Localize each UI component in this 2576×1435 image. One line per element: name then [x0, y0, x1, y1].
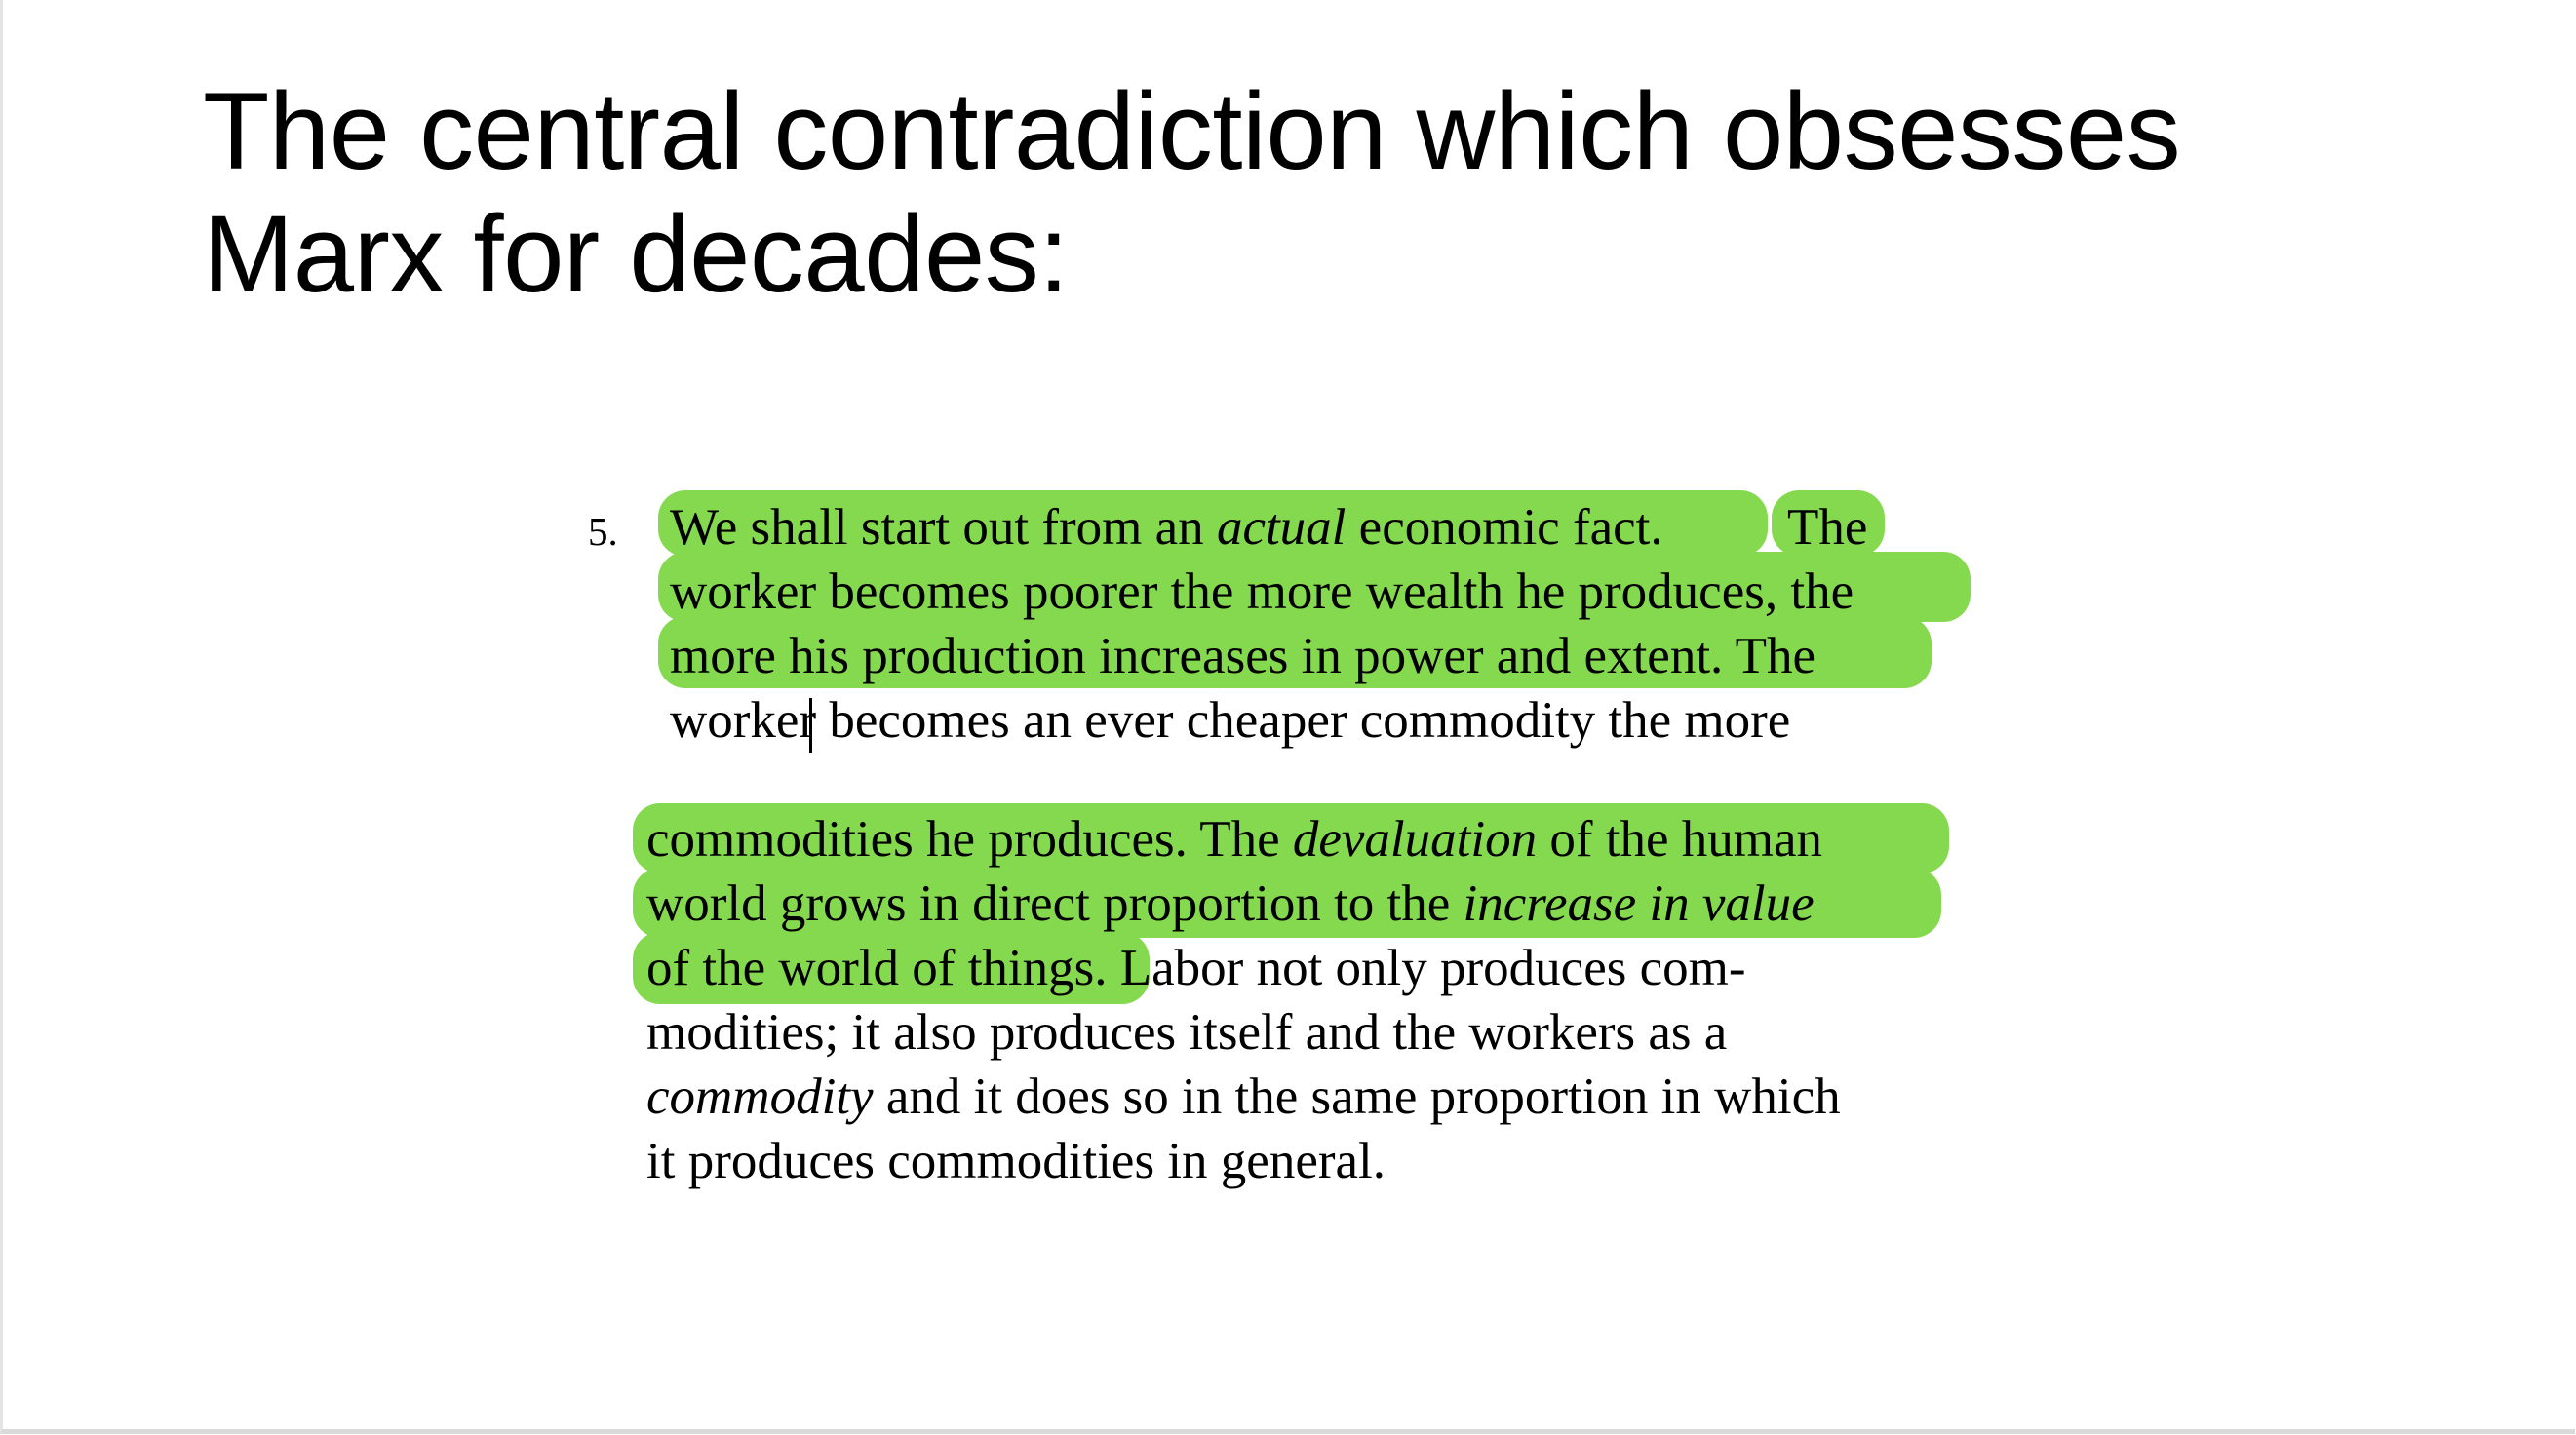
highlight-mark: [633, 803, 1949, 873]
quote-text: world grows in direct proportion to the: [646, 875, 1464, 932]
highlight-mark: [658, 616, 1932, 688]
quote-line: We shall start out from an actual econom…: [670, 495, 1663, 560]
text-cursor: [809, 698, 812, 753]
quote-text: worker becomes poorer the more wealth he…: [670, 563, 1854, 620]
quote-text: economic fact.: [1346, 499, 1663, 556]
quote-text: it produces commodities in general.: [646, 1133, 1386, 1189]
quote-line: of the world of things. Labor not only p…: [646, 936, 1746, 1000]
quote-emphasis: actual: [1216, 499, 1347, 556]
quote-emphasis: increase in value: [1463, 875, 1815, 932]
quote-text: r becomes an ever cheaper commodity the …: [799, 692, 1791, 749]
quote-line: The: [1787, 495, 1867, 560]
quote-text: of the world of things.: [646, 940, 1108, 996]
quote-line: more his production increases in power a…: [670, 624, 1815, 688]
quote-text: The: [1787, 499, 1868, 556]
highlight-mark: [658, 490, 1768, 557]
highlight-mark: [633, 868, 1941, 938]
quote-line: modities; it also produces itself and th…: [646, 1000, 1727, 1065]
slide-title: The central contradiction which obsesses…: [203, 70, 2445, 316]
quote-text: commodities he produces. The: [646, 811, 1293, 868]
quote-line: world grows in direct proportion to the …: [646, 872, 1815, 936]
quote-emphasis: commodity: [646, 1068, 874, 1125]
quote-text: more his production increases in power a…: [670, 628, 1815, 684]
list-item-number: 5.: [588, 509, 618, 554]
quote-text: Labor not only produces com-: [1107, 940, 1746, 996]
quote-line: it produces commodities in general.: [646, 1129, 1386, 1193]
quote-line: commodities he produces. The devaluation…: [646, 807, 1822, 872]
slide-title-line-2: Marx for decades:: [203, 193, 1069, 315]
highlight-mark: [658, 552, 1971, 622]
highlight-mark: [633, 932, 1150, 1004]
quote-text: of the human: [1537, 811, 1822, 868]
quote-emphasis: devaluation: [1292, 811, 1538, 868]
quote-line: commodity and it does so in the same pro…: [646, 1065, 1841, 1129]
quote-line: worker becomes poorer the more wealth he…: [670, 560, 1854, 624]
quote-text: worke: [670, 692, 800, 749]
slide-title-line-1: The central contradiction which obsesses: [203, 70, 2181, 192]
quote-text: and it does so in the same proportion in…: [873, 1068, 1841, 1125]
quote-line: worker becomes an ever cheaper commodity…: [670, 688, 1790, 753]
quote-text: We shall start out from an: [670, 499, 1217, 556]
quote-text: modities; it also produces itself and th…: [646, 1004, 1728, 1061]
highlight-mark: [1772, 490, 1885, 557]
